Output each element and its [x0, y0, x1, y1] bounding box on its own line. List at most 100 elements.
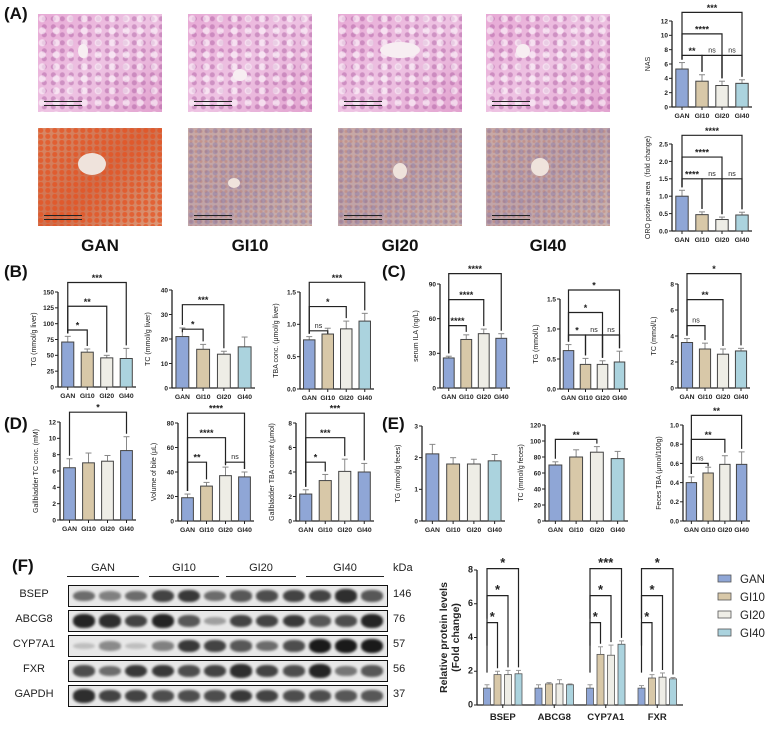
significance-bracket — [601, 334, 621, 358]
group-label-gi20: GI20 — [381, 236, 419, 255]
significance-label: ns — [708, 171, 716, 178]
significance-label: *** — [598, 555, 614, 570]
blot-band — [361, 690, 384, 702]
blot-band — [308, 664, 331, 678]
x-tick-label: GI40 — [734, 394, 749, 401]
y-tick-label: 80 — [167, 420, 175, 427]
x-tick-label: GI20 — [100, 526, 115, 533]
y-tick-label: 6 — [52, 468, 56, 475]
blot-strip-abcg8 — [68, 610, 388, 632]
significance-label: * — [712, 264, 716, 274]
significance-bracket — [305, 412, 365, 487]
blot-group-gi40: GI40 — [306, 562, 384, 577]
blot-protein-label: BSEP — [19, 588, 49, 600]
bar-gan — [675, 195, 689, 232]
blot-band — [151, 690, 174, 702]
y-tick-label: 0 — [414, 518, 418, 525]
blot-kda-value: 76 — [393, 613, 406, 625]
scale-bar — [344, 215, 382, 220]
x-tick-label: GAN — [548, 527, 563, 534]
bar-gi20 — [719, 463, 731, 522]
blot-band — [125, 614, 148, 628]
blot-band — [204, 616, 226, 626]
y-axis-label: Feces TBA (μmol/100g) — [656, 436, 663, 510]
significance-label: *** — [92, 273, 103, 283]
bar-gi20 — [338, 470, 352, 522]
oro-micrograph-gi40 — [486, 128, 610, 226]
significance-label: **** — [459, 290, 474, 300]
blot-band — [282, 640, 305, 652]
x-tick-label: GI10 — [320, 395, 335, 402]
y-tick-label: 4 — [468, 632, 473, 642]
y-tick-label: 8 — [664, 47, 668, 54]
y-tick-label: 0 — [50, 384, 54, 391]
x-tick-label: GI40 — [119, 393, 134, 400]
significance-bracket — [308, 330, 329, 334]
bar-gi20 — [101, 460, 114, 521]
scale-bar — [44, 101, 82, 106]
y-axis-label: NAS — [645, 56, 652, 71]
significance-label: ns — [708, 47, 716, 54]
y-tick-label: 4 — [664, 76, 668, 83]
bar-cyp7a1-gi10 — [596, 653, 605, 706]
bar-gi10 — [321, 333, 334, 390]
blot-band — [308, 615, 331, 627]
significance-bracket — [181, 304, 225, 349]
blot-band — [308, 690, 331, 702]
y-tick-label: 10 — [661, 33, 669, 40]
bar-gi10 — [80, 351, 94, 388]
significance-bracket — [686, 325, 706, 341]
y-tick-label: 1.5 — [659, 176, 668, 183]
legend-swatch-gi40 — [717, 628, 732, 637]
bar-gi10 — [446, 463, 461, 522]
blot-band — [125, 689, 148, 703]
blot-band — [204, 690, 226, 702]
blot-band — [282, 589, 305, 603]
x-tick-label: FXR — [648, 712, 667, 723]
y-axis-label: TC (mmol/g liver) — [145, 312, 152, 366]
x-tick-label: BSEP — [490, 712, 517, 723]
blot-protein-label: ABCG8 — [15, 613, 53, 625]
y-tick-label: 1.5 — [547, 296, 556, 303]
bar-gi40 — [357, 471, 371, 522]
significance-label: * — [655, 555, 661, 570]
y-axis-label: serum ILA (ng/L) — [413, 310, 420, 362]
x-tick-label: GAN — [298, 527, 313, 534]
x-tick-label: GI20 — [590, 527, 605, 534]
significance-label: ns — [315, 323, 323, 330]
panel-label-d: (D) — [4, 414, 28, 433]
significance-label: ** — [701, 290, 709, 300]
blot-band — [256, 640, 279, 652]
significance-label: ns — [728, 47, 736, 54]
blot-band — [73, 689, 95, 703]
x-tick-label: GAN — [60, 393, 75, 400]
significance-label: * — [500, 555, 506, 570]
x-tick-label: GI10 — [695, 237, 710, 244]
bar-fxr-gi40 — [669, 678, 677, 706]
significance-label: ** — [713, 406, 721, 416]
blot-band — [99, 641, 122, 651]
y-tick-label: 8 — [468, 564, 473, 574]
significance-bracket — [554, 438, 598, 459]
blot-strip-bsep — [68, 585, 388, 607]
group-label-gi40: GI40 — [529, 236, 567, 255]
blot-band — [256, 689, 279, 703]
y-tick-label: 100 — [43, 321, 54, 328]
x-tick-label: GI20 — [715, 237, 730, 244]
x-tick-label: GAN — [441, 394, 456, 401]
x-tick-label: GAN — [425, 527, 440, 534]
significance-label: * — [592, 281, 596, 291]
significance-bracket — [448, 273, 502, 354]
bar-gan — [299, 493, 313, 522]
x-tick-label: GI20 — [217, 394, 232, 401]
blot-band — [177, 615, 200, 627]
significance-label: **** — [695, 24, 710, 34]
significance-label: * — [584, 303, 588, 313]
bar-gi20 — [715, 85, 729, 108]
bar-cyp7a1-gi40 — [617, 643, 626, 706]
significance-bracket — [68, 411, 128, 456]
bar-gi40 — [237, 346, 252, 389]
blot-band — [361, 665, 384, 677]
y-tick-label: 8 — [670, 281, 674, 288]
